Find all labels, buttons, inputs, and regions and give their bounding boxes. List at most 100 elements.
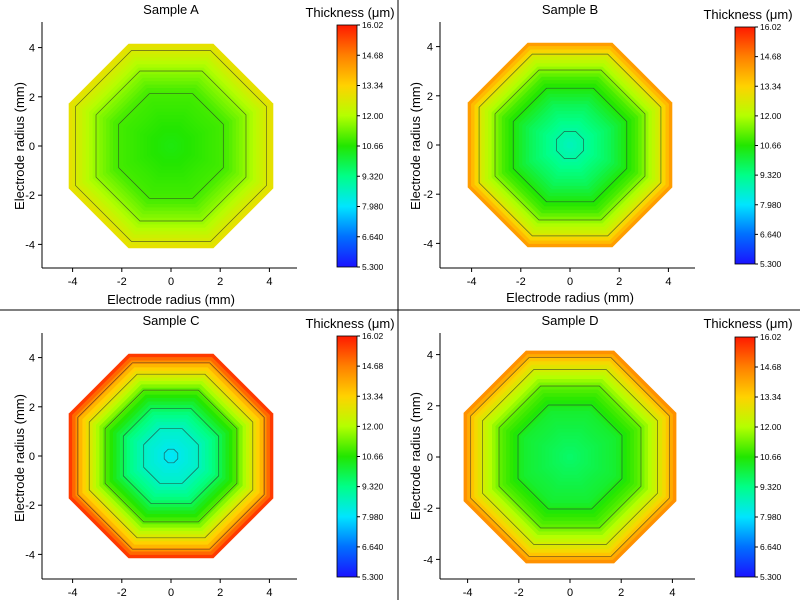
contour-plot xyxy=(68,43,274,249)
y-tick-label: 0 xyxy=(427,140,433,152)
x-tick-label: -2 xyxy=(516,276,526,288)
colorbar-tick-label: 12.00 xyxy=(362,421,384,431)
axes: -4 -2 0 2 4 -4 -2 0 2 4 xyxy=(25,333,297,599)
contour-band xyxy=(167,452,175,460)
contour-line xyxy=(478,53,662,237)
contour-line xyxy=(470,357,670,557)
colorbar-tick-label: 7.980 xyxy=(362,202,384,212)
y-tick-label: -2 xyxy=(25,190,35,202)
panel-sample-b: Sample B Thickness (μm) Electrode radius… xyxy=(408,2,793,305)
colorbar-tick-label: 14.68 xyxy=(362,50,384,60)
colorbar-tick-label: 16.02 xyxy=(760,332,782,342)
panel-sample-a: Sample A Thickness (μm) Electrode radius… xyxy=(12,2,395,307)
colorbar-tick-label: 16.02 xyxy=(760,22,782,32)
panel-title: Sample A xyxy=(143,2,199,17)
contour-line xyxy=(95,70,247,222)
colorbar-tick-label: 14.68 xyxy=(760,362,782,372)
contour-line xyxy=(104,389,238,523)
x-tick-label: -4 xyxy=(463,587,473,599)
colorbar-tick-label: 10.66 xyxy=(760,452,782,462)
colorbar: 16.02 14.68 13.34 12.00 10.66 9.320 7.980 6.640… xyxy=(336,20,384,272)
contour-plot xyxy=(467,42,673,248)
x-tick-label: -2 xyxy=(514,587,524,599)
panel-title: Sample D xyxy=(541,313,598,328)
x-axis-label: Electrode radius (mm) xyxy=(107,292,235,307)
y-tick-label: -4 xyxy=(423,238,433,250)
contour-line xyxy=(163,448,179,464)
axes: -4 -2 0 2 4 -4 -2 0 2 4 xyxy=(423,333,695,599)
colorbar-tick-label: 9.320 xyxy=(362,171,384,181)
colorbar-scale xyxy=(734,336,756,578)
x-tick-label: 2 xyxy=(217,276,223,288)
colorbar-tick-label: 16.02 xyxy=(362,20,384,30)
x-tick-label: 4 xyxy=(266,587,272,599)
y-tick-label: 2 xyxy=(427,401,433,413)
contour-plot xyxy=(68,353,274,559)
colorbar-title: Thickness (μm) xyxy=(703,7,792,22)
contour-line xyxy=(482,369,658,545)
contour-line xyxy=(517,404,623,510)
contour-line xyxy=(122,407,220,505)
colorbar-tick-label: 7.980 xyxy=(760,512,782,522)
contour-line xyxy=(556,131,584,159)
contour-band xyxy=(566,453,574,461)
colorbar-tick-label: 6.640 xyxy=(760,229,782,239)
colorbar-tick-label: 10.66 xyxy=(362,452,384,462)
panel-sample-d: Sample D Thickness (μm) Electrode radius… xyxy=(408,313,793,599)
x-tick-label: 0 xyxy=(168,587,174,599)
colorbar-tick-label: 5.300 xyxy=(362,572,384,582)
x-tick-label: 4 xyxy=(665,276,671,288)
y-tick-label: 4 xyxy=(427,42,433,54)
y-tick-label: -2 xyxy=(423,503,433,515)
colorbar-tick-label: 13.34 xyxy=(362,81,384,91)
y-tick-label: -2 xyxy=(423,189,433,201)
colorbar-scale xyxy=(336,335,358,578)
colorbar-tick-label: 6.640 xyxy=(362,232,384,242)
y-tick-label: -2 xyxy=(25,500,35,512)
y-tick-label: 2 xyxy=(29,402,35,414)
colorbar-tick-label: 14.68 xyxy=(760,52,782,62)
colorbar-tick-label: 9.320 xyxy=(760,170,782,180)
contour-band xyxy=(566,141,574,149)
y-axis-label: Electrode radius (mm) xyxy=(12,82,27,210)
x-tick-label: -4 xyxy=(467,276,477,288)
colorbar-tick-label: 13.34 xyxy=(760,81,782,91)
contour-plot xyxy=(463,350,677,564)
colorbar-tick-label: 10.66 xyxy=(760,141,782,151)
contour-line xyxy=(143,428,199,484)
colorbar-tick-label: 12.00 xyxy=(760,422,782,432)
panel-title: Sample B xyxy=(542,2,598,17)
x-tick-label: 2 xyxy=(217,587,223,599)
colorbar-tick-label: 7.980 xyxy=(362,512,384,522)
colorbar-tick-label: 5.300 xyxy=(760,572,782,582)
contour-line xyxy=(512,87,628,203)
colorbar-tick-label: 7.980 xyxy=(760,200,782,210)
colorbar-scale xyxy=(734,26,756,265)
colorbar-tick-label: 13.34 xyxy=(760,392,782,402)
x-tick-label: 0 xyxy=(567,276,573,288)
axes: -4 -2 0 2 4 -4 -2 0 2 4 xyxy=(25,22,297,288)
y-tick-label: -4 xyxy=(25,239,35,251)
contour-band xyxy=(167,142,175,150)
contour-line xyxy=(494,69,646,221)
contour-line xyxy=(498,385,642,529)
colorbar-tick-label: 5.300 xyxy=(362,262,384,272)
x-tick-label: -4 xyxy=(68,587,78,599)
colorbar-tick-label: 6.640 xyxy=(760,542,782,552)
x-tick-label: 4 xyxy=(266,276,272,288)
x-tick-label: 0 xyxy=(567,587,573,599)
y-tick-label: -4 xyxy=(25,549,35,561)
colorbar-tick-label: 10.66 xyxy=(362,141,384,151)
x-tick-label: 2 xyxy=(616,276,622,288)
axes: -4 -2 0 2 4 -4 -2 0 2 4 xyxy=(423,22,695,288)
x-tick-label: -4 xyxy=(68,276,78,288)
colorbar-tick-label: 16.02 xyxy=(362,331,384,341)
panel-sample-c: Sample C Thickness (μm) Electrode radius… xyxy=(12,313,395,599)
y-tick-label: 4 xyxy=(427,350,433,362)
colorbar-tick-label: 13.34 xyxy=(362,391,384,401)
colorbar: 16.02 14.68 13.34 12.00 10.66 9.320 7.980 6.640… xyxy=(734,22,782,269)
colorbar-tick-label: 9.320 xyxy=(362,482,384,492)
colorbar-tick-label: 12.00 xyxy=(760,111,782,121)
colorbar-scale xyxy=(336,24,358,268)
colorbar-tick-label: 12.00 xyxy=(362,111,384,121)
